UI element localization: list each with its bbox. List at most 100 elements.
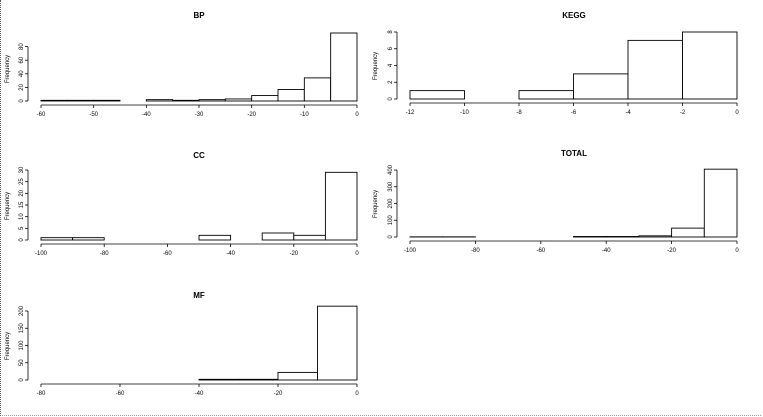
y-tick-label: 0 [19,238,25,242]
histogram-bar [277,88,305,102]
y-tick-label: 100 [19,340,25,351]
histogram-bar [72,237,105,241]
y-tick-label: 15 [19,201,25,208]
panel-cc: CC Frequency -100 -80 -60 -40 -20 0 0 5 10 15 20 25… [5,151,359,257]
histogram-bar [277,371,318,381]
x-tick-label: -10 [460,110,469,116]
x-tick-label: -8 [516,110,522,116]
y-tick-label: 50 [19,359,25,366]
y-tick-label: 0 [388,235,394,239]
x-tick-label: -60 [163,251,172,257]
x-tick-label: -40 [602,248,611,254]
histogram-bar [261,232,295,241]
histogram-bar [172,99,200,102]
panel-title: TOTAL [561,149,587,158]
x-tick-label: -80 [471,248,480,254]
panel-kegg: KEGG Frequency -12 -10 -8 -6 -4 -2 0 0 2 4 6 8 [373,11,739,116]
y-tick-label: 60 [19,56,25,63]
y-tick-label: 20 [19,83,25,90]
histogram-bar [40,237,74,241]
x-tick-label: -20 [274,391,283,397]
y-tick-label: 30 [19,166,25,173]
y-tick-label: 5 [19,226,25,230]
histogram-bar [573,73,629,100]
histogram-bar [303,77,332,102]
histogram-bar [409,90,465,100]
x-tick-label: -40 [195,391,204,397]
panel-mf: MF Frequency -80 -60 -40 -20 0 0 50 100 150 200 [5,291,359,397]
y-tick-label: 100 [388,215,394,226]
histogram-bar [93,99,121,102]
y-tick-label: 200 [388,198,394,209]
x-tick-label: -60 [37,112,46,118]
y-tick-label: 10 [19,213,25,220]
y-tick-label: 0 [19,99,25,103]
histogram-bar [251,95,279,102]
y-tick-label: 8 [388,30,394,34]
x-tick-label: -6 [571,110,577,116]
x-tick-label: -80 [100,251,109,257]
histogram-bar [198,378,239,381]
y-tick-label: 0 [388,97,394,101]
x-tick-label: -30 [195,112,204,118]
histogram-bar [293,234,326,241]
y-tick-label: 300 [388,181,394,192]
histogram-bar [198,234,232,241]
x-tick-label: -40 [142,112,151,118]
histogram-bar [671,227,705,238]
x-tick-label: 0 [355,251,359,257]
panel-bp: BP Frequency -60 -50 -40 -30 -20 -10 0 0 20 40 60 8… [5,11,359,118]
x-tick-label: -50 [89,112,98,118]
histogram-bar [518,90,574,100]
histogram-bar [605,236,640,238]
x-tick-label: -2 [680,110,686,116]
x-tick-label: -100 [35,251,48,257]
histogram-bar [66,99,95,102]
y-tick-label: 6 [388,46,394,50]
x-tick-label: -20 [667,248,676,254]
x-tick-label: -20 [289,251,298,257]
y-axis-label: Frequency [373,52,379,80]
y-axis-label: Frequency [5,192,11,220]
histogram-bar [145,99,174,102]
y-tick-label: 150 [19,323,25,334]
histogram-bar [40,99,68,102]
x-tick-label: -20 [247,112,256,118]
panel-title: CC [193,151,205,160]
x-tick-label: 0 [355,391,359,397]
histogram-bar [224,98,253,102]
y-tick-label: 2 [388,80,394,84]
histogram-bar [627,39,683,100]
panel-title: KEGG [562,11,586,20]
x-tick-label: -40 [226,251,235,257]
y-tick-label: 80 [19,43,25,50]
histogram-bar [198,99,226,102]
x-tick-label: -100 [404,248,417,254]
y-tick-label: 400 [388,164,394,175]
x-tick-label: -12 [406,110,415,116]
x-tick-label: -60 [536,248,545,254]
y-tick-label: 20 [19,189,25,196]
y-tick-label: 200 [19,305,25,316]
x-tick-label: -80 [37,391,46,397]
histogram-bar [317,305,358,381]
panel-total: TOTAL Frequency -100 -80 -60 -40 -20 0 0 100 200… [373,149,739,254]
x-tick-label: 0 [735,110,739,116]
histogram-bar [238,378,279,381]
panel-title: BP [193,11,205,20]
x-tick-label: -4 [625,110,631,116]
histogram-bar [703,168,738,238]
panel-title: MF [193,291,205,300]
y-tick-label: 40 [19,70,25,77]
histogram-bar [682,31,738,100]
x-tick-label: -10 [300,112,309,118]
histogram-bar [330,32,358,102]
x-tick-label: 0 [735,248,739,254]
y-tick-label: 25 [19,178,25,185]
x-tick-label: 0 [355,112,359,118]
y-tick-label: 0 [19,378,25,382]
x-tick-label: -60 [116,391,125,397]
histogram-bar [324,171,358,241]
y-axis-label: Frequency [5,332,11,360]
